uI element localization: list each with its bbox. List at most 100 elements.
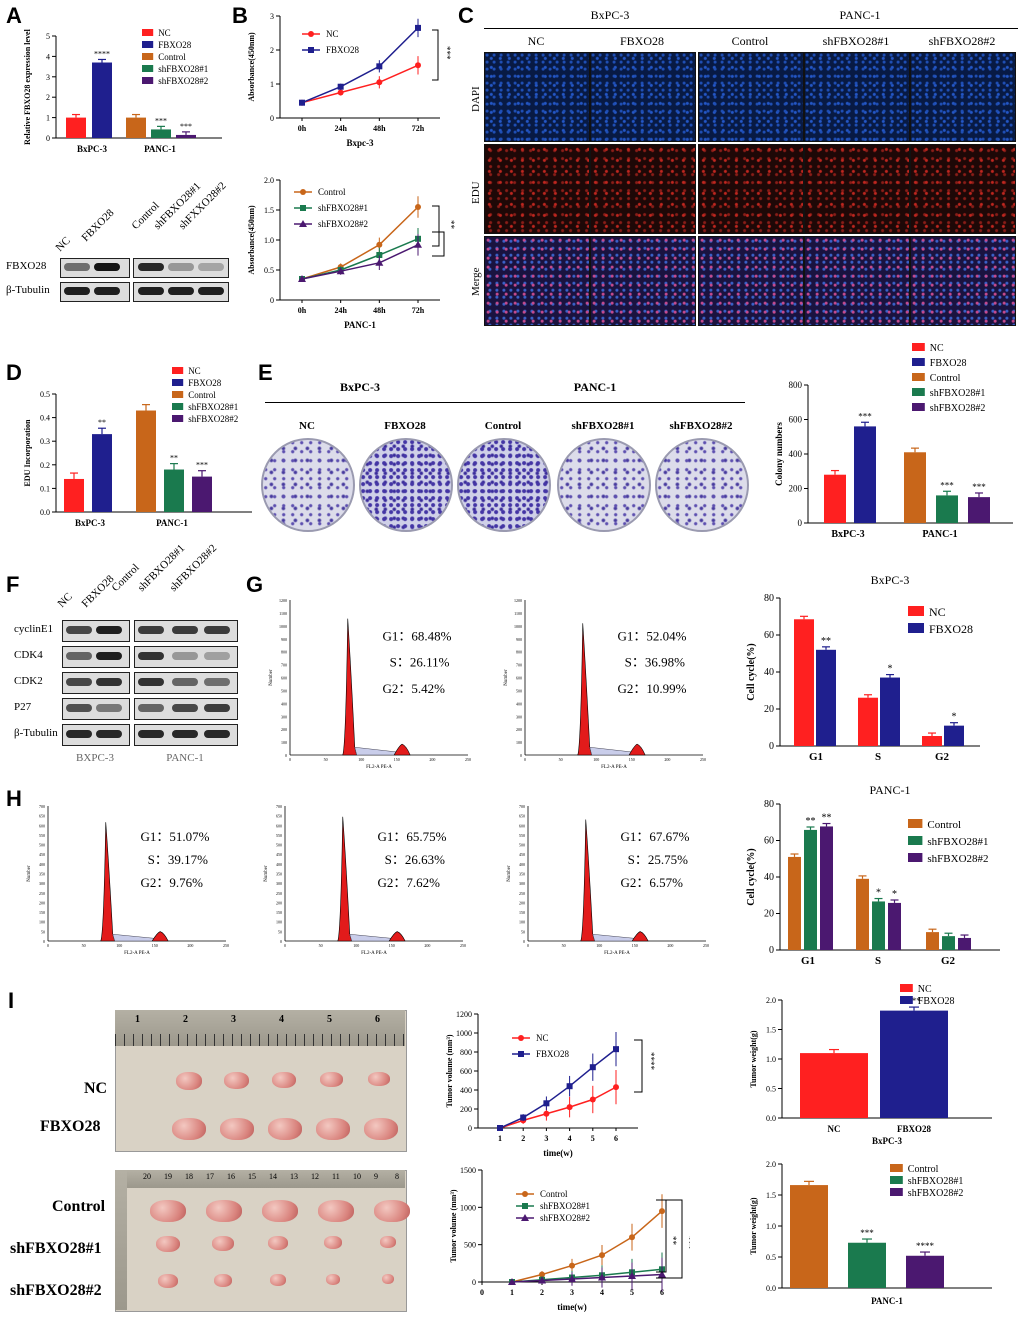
series-line bbox=[301, 206, 419, 280]
microscopy-image bbox=[698, 144, 804, 234]
legend-label: Control bbox=[540, 1189, 568, 1199]
y-tick-label: 0.3 bbox=[40, 437, 50, 446]
y-tick-label: 1100 bbox=[279, 611, 287, 616]
y-tick-label: 0 bbox=[769, 945, 774, 956]
y-tick-label: 1200 bbox=[456, 1010, 472, 1019]
data-point bbox=[376, 63, 383, 70]
data-point bbox=[300, 189, 306, 195]
flow-cytometry-g: 0 100 200 300 400 500 600 700 800 900 1000 1100 1200… bbox=[250, 590, 730, 780]
tumor bbox=[158, 1274, 178, 1288]
x-tick-label: 150 bbox=[394, 757, 400, 762]
legend-swatch bbox=[890, 1188, 903, 1196]
data-point bbox=[543, 1100, 550, 1107]
legend-label: shFBXO28#2 bbox=[540, 1213, 590, 1223]
blot-band bbox=[172, 652, 198, 660]
blot-band bbox=[168, 263, 194, 271]
ruler-number: 13 bbox=[290, 1172, 298, 1181]
blot-band bbox=[138, 704, 164, 712]
divider bbox=[484, 28, 1018, 29]
x-axis-label: PANC-1 bbox=[344, 320, 376, 328]
y-tick-label: 1.5 bbox=[264, 206, 274, 215]
bar bbox=[176, 134, 196, 138]
significance-label: *** bbox=[858, 411, 872, 421]
microscopy-column-label: NC bbox=[527, 34, 545, 48]
x-axis-label: FL2-A PE-A bbox=[366, 765, 392, 770]
legend-label: FBXO28 bbox=[158, 40, 192, 50]
blot-lane-label: NC bbox=[53, 234, 73, 254]
data-point bbox=[414, 240, 422, 248]
legend-label: Control bbox=[908, 1164, 939, 1175]
chart-d-edu: 0.0 0.1 0.2 0.3 0.4 0.5 EDU Incorporation ** BxP… bbox=[23, 366, 252, 528]
x-tick-label: 100 bbox=[593, 757, 599, 762]
y-tick-label: 1 bbox=[270, 80, 274, 89]
legend-swatch bbox=[890, 1176, 903, 1184]
y-tick-label: 1.5 bbox=[766, 1026, 776, 1035]
ruler-top: 1 2 3 4 5 6 bbox=[115, 1010, 405, 1046]
x-axis-label: FL2-A PE-A bbox=[604, 951, 630, 956]
legend-swatch bbox=[172, 379, 184, 386]
g2-percent: G2：9.76% bbox=[141, 875, 204, 890]
y-tick-label: 350 bbox=[39, 872, 45, 877]
ruler-number: 5 bbox=[327, 1014, 332, 1025]
legend-swatch bbox=[912, 388, 925, 396]
legend-label: NC bbox=[158, 28, 171, 38]
y-tick-label: 40 bbox=[764, 667, 774, 678]
x-axis-label: FL2-A PE-A bbox=[601, 765, 627, 770]
blot-row-label: FBXO28 bbox=[6, 260, 47, 272]
g2-percent: G2：7.62% bbox=[378, 875, 441, 890]
y-tick-label: 400 bbox=[516, 701, 522, 706]
significance-label: ** bbox=[170, 454, 178, 463]
s-percent: S：36.98% bbox=[625, 655, 685, 670]
legend-swatch bbox=[912, 373, 925, 381]
tumor bbox=[172, 1118, 206, 1140]
microscopy-column-label: shFBXO28#2 bbox=[928, 34, 996, 48]
data-point bbox=[568, 1275, 576, 1283]
x-category-label: BxPC-3 bbox=[831, 529, 864, 540]
y-tick-label: 60 bbox=[764, 836, 774, 847]
colony-dish bbox=[655, 438, 749, 532]
significance-label: **** bbox=[916, 1241, 935, 1251]
y-tick-label: 1000 bbox=[514, 624, 522, 629]
x-tick-label: 50 bbox=[82, 943, 86, 948]
y-tick-label: 800 bbox=[789, 380, 803, 390]
divider bbox=[265, 402, 745, 403]
blot-band bbox=[204, 730, 230, 738]
tumor bbox=[320, 1072, 343, 1087]
ruler-number: 12 bbox=[311, 1172, 319, 1181]
g2-peak bbox=[631, 931, 649, 942]
bar bbox=[880, 1010, 948, 1118]
data-point bbox=[376, 79, 383, 86]
ruler-number: 14 bbox=[269, 1172, 277, 1181]
ruler-number: 2 bbox=[183, 1014, 188, 1025]
bar bbox=[888, 902, 901, 950]
x-tick-label: 0 bbox=[480, 1288, 484, 1297]
y-tick-label: 400 bbox=[519, 862, 525, 867]
legend-label: shFBXO28#2 bbox=[927, 853, 988, 865]
data-point bbox=[518, 1051, 524, 1057]
legend-label: shFBXO28#2 bbox=[930, 403, 986, 414]
bar bbox=[192, 476, 212, 512]
y-tick-label: 200 bbox=[519, 900, 525, 905]
y-tick-label: 400 bbox=[460, 1086, 472, 1095]
y-tick-label: 2 bbox=[46, 93, 50, 102]
s-percent: S：26.63% bbox=[385, 852, 445, 867]
y-tick-label: 400 bbox=[281, 701, 287, 706]
x-tick-label: 6 bbox=[660, 1288, 664, 1297]
legend-label: FBXO28 bbox=[188, 378, 222, 388]
blot-band bbox=[96, 626, 122, 634]
bar bbox=[126, 117, 146, 138]
x-tick-label: 48h bbox=[373, 306, 386, 315]
g2-percent: G2：5.42% bbox=[383, 681, 446, 696]
legend-label: shFBXO28#1 bbox=[188, 402, 238, 412]
series-line bbox=[499, 1086, 617, 1129]
y-axis-label: Absorbance(450nm) bbox=[247, 205, 256, 275]
tumor bbox=[150, 1200, 186, 1222]
y-tick-label: 80 bbox=[764, 593, 774, 604]
y-tick-label: 500 bbox=[276, 843, 282, 848]
y-axis-label: Colony numbers bbox=[774, 422, 784, 486]
y-tick-label: 100 bbox=[516, 740, 522, 745]
microscopy-image bbox=[910, 236, 1016, 326]
x-tick-label: 50 bbox=[319, 943, 323, 948]
y-tick-label: 600 bbox=[39, 823, 45, 828]
significance-label: ** bbox=[668, 1236, 678, 1246]
